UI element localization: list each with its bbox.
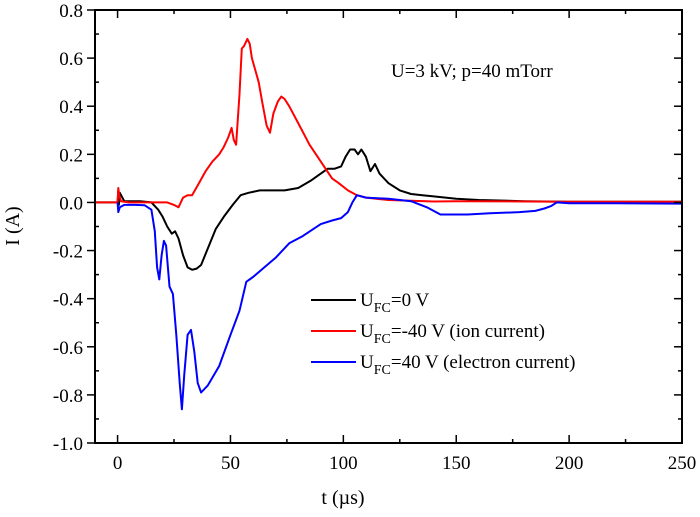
y-tick-label: 0.0	[59, 193, 83, 214]
legend-label-1: UFC=-40 V (ion current)	[360, 321, 545, 347]
legend: UFC=0 V UFC=-40 V (ion current) UFC=40 V (…	[311, 290, 576, 378]
x-tick-label: 0	[113, 453, 123, 474]
x-tick-label: 200	[555, 453, 584, 474]
series-line-0	[95, 148, 682, 271]
chart-annotation: U=3 kV; p=40 mTorr	[391, 61, 553, 82]
series-layer	[95, 37, 682, 411]
x-axis-title: t (µs)	[321, 487, 364, 509]
y-tick-label: -1.0	[53, 434, 83, 455]
x-tick-label: 150	[442, 453, 471, 474]
y-tick-label: 0.4	[59, 97, 83, 118]
series-line-2	[116, 194, 682, 411]
legend-label-2: UFC=40 V (electron current)	[360, 352, 576, 378]
x-tick-label: 250	[668, 453, 697, 474]
y-tick-label: -0.8	[53, 386, 83, 407]
y-tick-label: 0.6	[59, 49, 83, 70]
series-line-1	[95, 37, 682, 209]
y-tick-label: -0.6	[53, 338, 83, 359]
x-tick-label: 100	[329, 453, 358, 474]
y-tick-label: 0.2	[59, 145, 83, 166]
y-axis-title: I (A)	[2, 206, 24, 245]
legend-label-0: UFC=0 V	[360, 290, 429, 316]
y-tick-label: -0.4	[53, 290, 84, 311]
x-tick-label: 50	[221, 453, 240, 474]
ticks-layer: 0 50 100 150 200 250 -1.0 -0.8 -0.6 -0.4 -0.2 0.0 0.…	[53, 1, 696, 474]
y-tick-label: -0.2	[53, 242, 83, 263]
y-tick-label: 0.8	[59, 1, 83, 22]
